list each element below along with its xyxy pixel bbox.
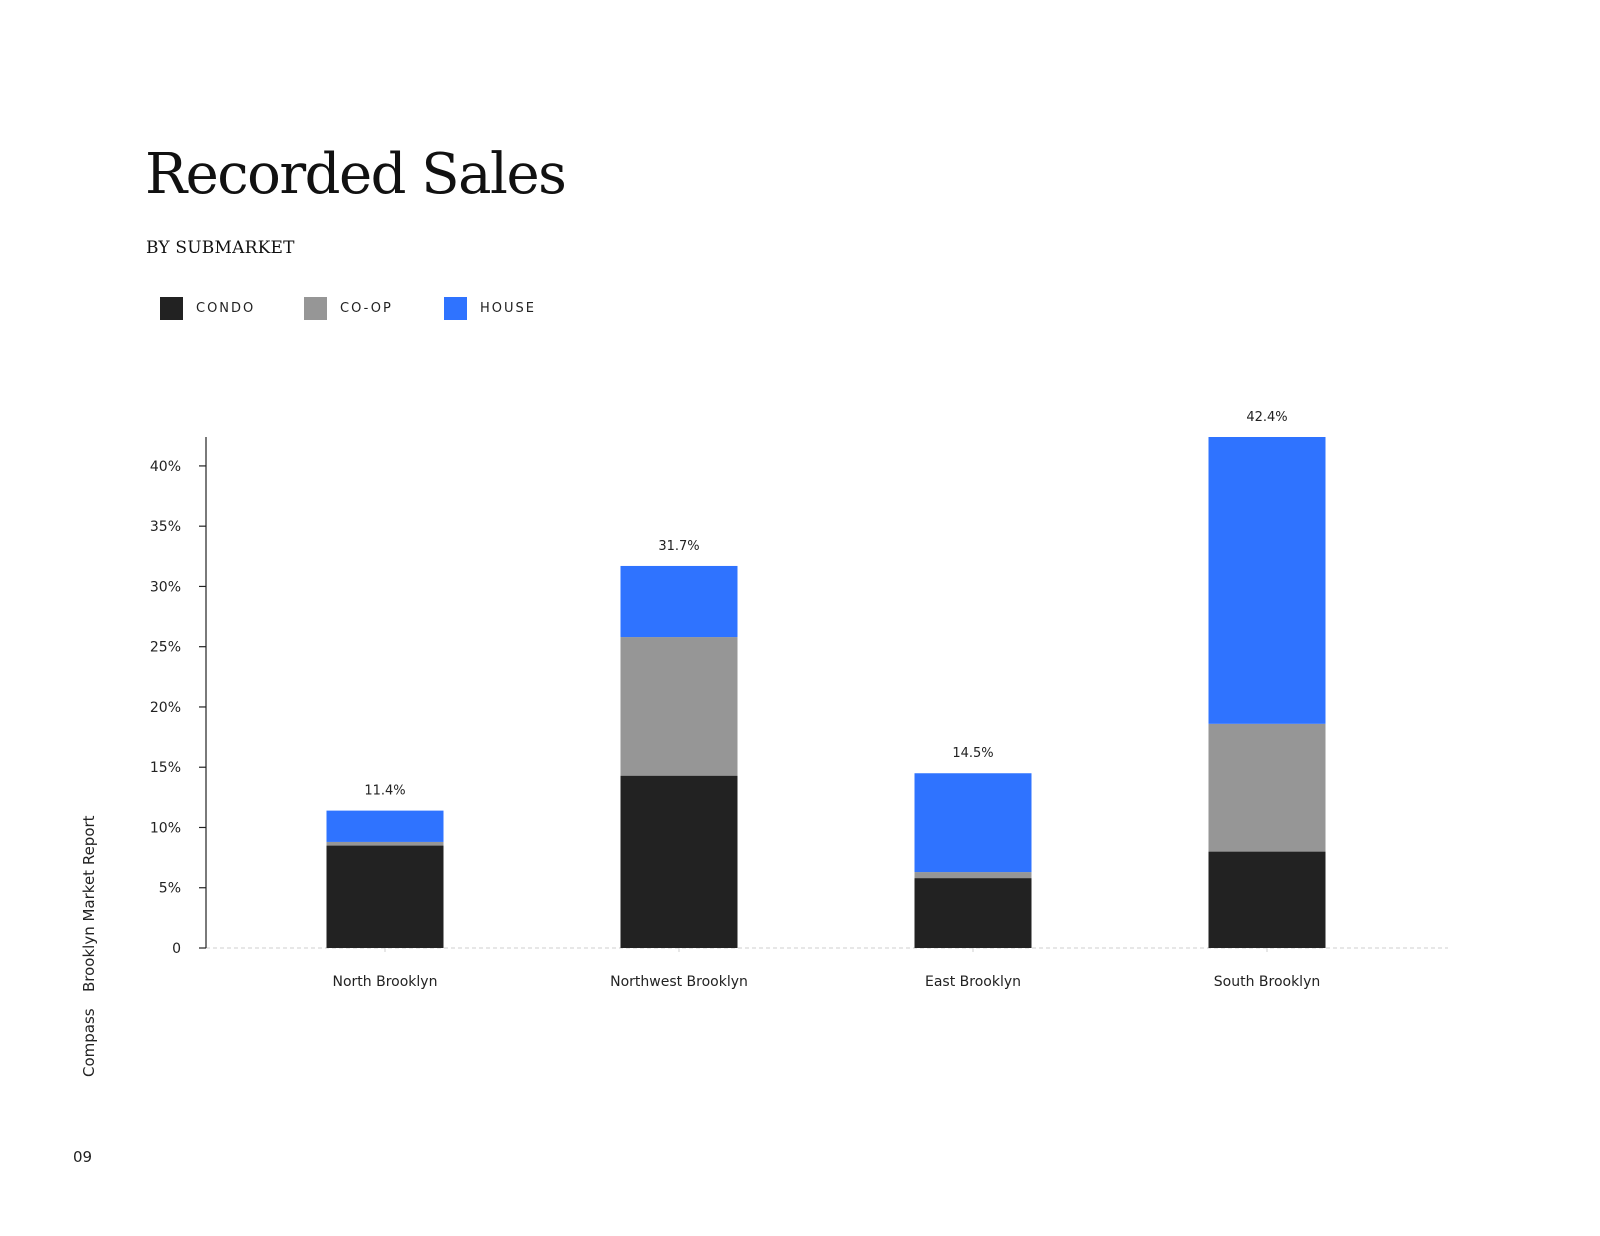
bar-segment-coop (620, 637, 738, 776)
bar-segment-house (914, 773, 1032, 873)
x-category-label: East Brooklyn (925, 974, 1021, 990)
legend-label-house: HOUSE (480, 301, 536, 316)
y-tick-label: 35% (150, 519, 181, 535)
bar-total-label: 31.7% (658, 539, 699, 554)
bar-segment-condo (326, 845, 444, 948)
bar-segment-coop (914, 872, 1032, 879)
legend-swatch-condo (160, 297, 183, 320)
bar-segment-condo (620, 775, 738, 948)
y-tick-label: 15% (150, 760, 181, 776)
bar-total-label: 11.4% (364, 784, 405, 799)
bar-segment-house (326, 810, 444, 842)
y-tick-label: 30% (150, 579, 181, 595)
bar-segment-coop (326, 841, 444, 846)
bar-total-label: 42.4% (1246, 410, 1287, 425)
legend-label-coop: CO-OP (340, 301, 393, 316)
y-tick-label: 10% (150, 820, 181, 836)
bar-total-label: 14.5% (952, 746, 993, 761)
page-subtitle: BY SUBMARKET (146, 238, 295, 258)
bar-segment-condo (914, 878, 1032, 948)
brand-label: Compass (80, 1008, 98, 1077)
x-category-label: North Brooklyn (333, 974, 438, 990)
x-category-label: South Brooklyn (1214, 974, 1320, 990)
bar-segment-condo (1208, 851, 1326, 948)
bar-segment-house (1208, 437, 1326, 724)
report-name-label: Brooklyn Market Report (80, 815, 98, 992)
y-tick-label: 5% (159, 881, 181, 897)
y-tick-label: 20% (150, 700, 181, 716)
x-category-label: Northwest Brooklyn (610, 974, 748, 990)
bar-segment-coop (1208, 723, 1326, 852)
y-tick-label: 25% (150, 640, 181, 656)
page-title: Recorded Sales (145, 142, 567, 207)
legend-label-condo: CONDO (196, 301, 256, 316)
bar-segment-house (620, 565, 738, 638)
legend-swatch-house (444, 297, 467, 320)
page-number: 09 (73, 1148, 93, 1166)
legend-swatch-coop (304, 297, 327, 320)
y-tick-label: 40% (150, 459, 181, 475)
y-tick-label: 0 (172, 941, 181, 957)
